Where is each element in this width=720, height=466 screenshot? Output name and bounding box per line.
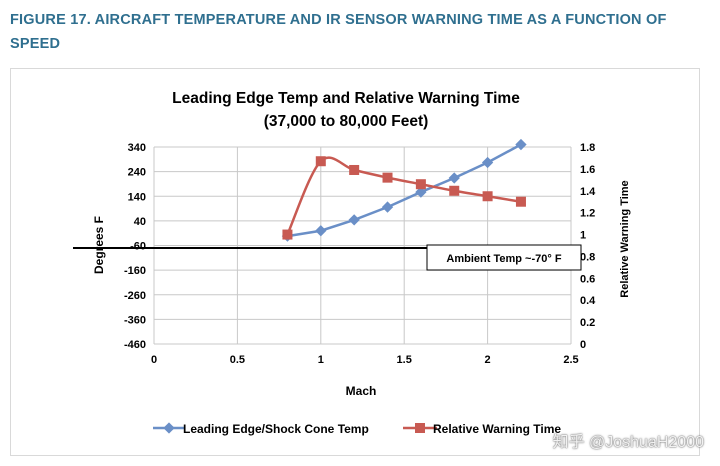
legend-temp-diamond-icon xyxy=(163,422,175,434)
legend-warning-label: Relative Warning Time xyxy=(433,422,561,436)
y-right-tick-label: 1.4 xyxy=(580,186,596,198)
y-right-tick-label: 0.6 xyxy=(580,273,595,285)
y-axis-right-label: Relative Warning Time xyxy=(619,180,631,297)
chart-title: Leading Edge Temp and Relative Warning T… xyxy=(172,90,520,107)
legend-item-temp: Leading Edge/Shock Cone Temp xyxy=(153,422,369,436)
warning-point xyxy=(415,179,426,190)
y-right-tick-label: 1.8 xyxy=(580,142,595,154)
temp-point xyxy=(381,201,394,213)
series-layer xyxy=(281,138,527,242)
legend-item-warning: Relative Warning Time xyxy=(403,422,561,436)
warning-point xyxy=(282,229,293,240)
y-axis-left-label: Degrees F xyxy=(92,216,106,274)
axis-layer: 340 240 140 40 -60 -160 -260 -360 -460 0 0.5 1 1.5 2 2… xyxy=(124,142,596,366)
y-left-tick-label: 140 xyxy=(128,191,146,203)
y-left-tick-label: 340 xyxy=(128,142,146,154)
legend-warning-square-icon xyxy=(415,423,425,433)
ambient-annotation-box xyxy=(426,244,582,271)
y-left-tick-label: -360 xyxy=(124,314,146,326)
ambient-annotation: Ambient Temp ~-70° F xyxy=(426,244,582,271)
warning-point xyxy=(382,172,393,183)
warning-point xyxy=(515,196,526,207)
chart-subtitle: (37,000 to 80,000 Feet) xyxy=(264,113,429,130)
y-right-tick-label: 0.4 xyxy=(580,295,596,307)
temp-point xyxy=(515,138,527,151)
chart-svg: 340 240 140 40 -60 -160 -260 -360 -460 0 0.5 1 1.5 2 2… xyxy=(73,90,631,436)
y-right-tick-label: 1.2 xyxy=(580,208,595,220)
x-tick-label: 1.5 xyxy=(397,354,412,366)
x-tick-label: 0 xyxy=(151,354,157,366)
y-right-tick-label: 0.2 xyxy=(580,317,595,329)
y-left-tick-label: -160 xyxy=(124,265,146,277)
temp-point xyxy=(315,225,327,237)
temp-point xyxy=(348,214,360,226)
y-left-tick-label: -260 xyxy=(124,290,146,302)
y-right-tick-label: 0 xyxy=(580,339,586,351)
x-tick-label: 2 xyxy=(485,354,491,366)
legend-temp-label: Leading Edge/Shock Cone Temp xyxy=(183,422,369,436)
watermark: 知乎 @JoshuaH2000 xyxy=(552,434,704,451)
y-right-tick-label: 1 xyxy=(580,230,586,242)
chart-frame: 340 240 140 40 -60 -160 -260 -360 -460 0 0.5 1 1.5 2 2… xyxy=(10,68,700,456)
y-left-tick-label: -60 xyxy=(130,241,146,253)
x-tick-label: 2.5 xyxy=(563,354,578,366)
ambient-annotation-label: Ambient Temp ~-70° F xyxy=(446,253,561,265)
series-line-0 xyxy=(287,143,522,238)
warning-point xyxy=(482,191,493,202)
temp-point xyxy=(481,156,494,169)
y-left-tick-label: -460 xyxy=(124,339,146,351)
temp-point xyxy=(448,172,460,184)
x-axis-label: Mach xyxy=(346,384,377,398)
y-left-tick-label: 240 xyxy=(128,167,146,179)
y-left-tick-label: 40 xyxy=(134,216,146,228)
x-tick-label: 0.5 xyxy=(230,354,245,366)
legend: Leading Edge/Shock Cone Temp Relative Wa… xyxy=(153,422,561,436)
warning-point xyxy=(315,156,326,167)
x-tick-label: 1 xyxy=(318,354,324,366)
y-right-tick-label: 1.6 xyxy=(580,164,595,176)
warning-point xyxy=(449,185,460,196)
figure-caption: FIGURE 17. AIRCRAFT TEMPERATURE AND IR S… xyxy=(10,12,667,52)
warning-point xyxy=(349,164,360,175)
y-right-tick-label: 0.8 xyxy=(580,251,595,263)
